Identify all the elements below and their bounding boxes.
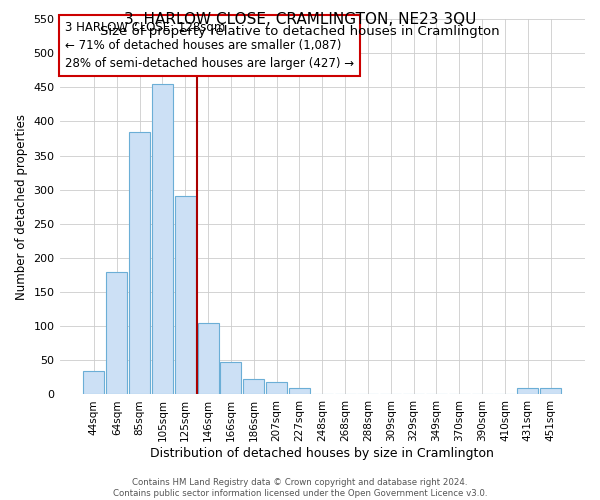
Bar (266, 382, 287, 394)
Bar (540, 388, 561, 394)
Y-axis label: Number of detached properties: Number of detached properties (15, 114, 28, 300)
Bar (106, 272, 127, 394)
Text: 3 HARLOW CLOSE: 128sqm
← 71% of detached houses are smaller (1,087)
28% of semi-: 3 HARLOW CLOSE: 128sqm ← 71% of detached… (65, 21, 354, 70)
Bar (289, 388, 310, 394)
Bar (517, 388, 538, 394)
Bar (175, 196, 196, 394)
X-axis label: Distribution of detached houses by size in Cramlington: Distribution of detached houses by size … (151, 447, 494, 460)
Text: 3, HARLOW CLOSE, CRAMLINGTON, NE23 3QU: 3, HARLOW CLOSE, CRAMLINGTON, NE23 3QU (124, 12, 476, 28)
Bar (129, 132, 150, 394)
Bar (220, 362, 241, 394)
Bar (243, 380, 264, 394)
Text: Size of property relative to detached houses in Cramlington: Size of property relative to detached ho… (100, 25, 500, 38)
Bar (152, 84, 173, 394)
Text: Contains HM Land Registry data © Crown copyright and database right 2024.
Contai: Contains HM Land Registry data © Crown c… (113, 478, 487, 498)
Bar (83, 370, 104, 394)
Bar (197, 323, 218, 394)
